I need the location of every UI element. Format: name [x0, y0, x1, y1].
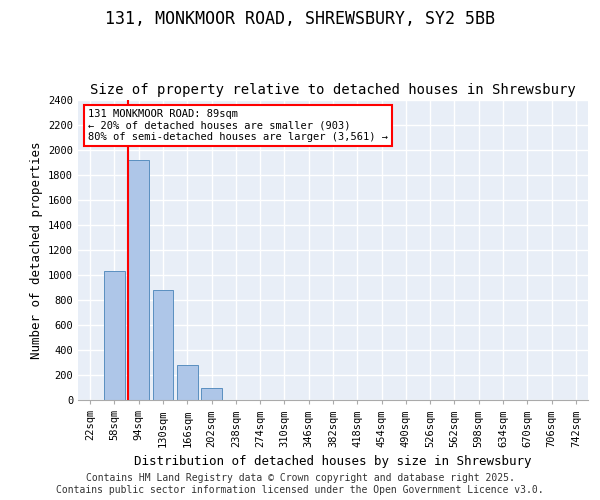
- Text: 131, MONKMOOR ROAD, SHREWSBURY, SY2 5BB: 131, MONKMOOR ROAD, SHREWSBURY, SY2 5BB: [105, 10, 495, 28]
- Bar: [201, 388, 222, 400]
- Text: 131 MONKMOOR ROAD: 89sqm
← 20% of detached houses are smaller (903)
80% of semi-: 131 MONKMOOR ROAD: 89sqm ← 20% of detach…: [88, 109, 388, 142]
- Bar: [104, 271, 125, 400]
- X-axis label: Distribution of detached houses by size in Shrewsbury: Distribution of detached houses by size …: [134, 455, 532, 468]
- Text: Contains HM Land Registry data © Crown copyright and database right 2025.
Contai: Contains HM Land Registry data © Crown c…: [56, 474, 544, 495]
- Bar: [152, 290, 173, 400]
- Bar: [128, 160, 149, 400]
- Y-axis label: Number of detached properties: Number of detached properties: [29, 141, 43, 359]
- Bar: [177, 365, 197, 400]
- Title: Size of property relative to detached houses in Shrewsbury: Size of property relative to detached ho…: [90, 84, 576, 98]
